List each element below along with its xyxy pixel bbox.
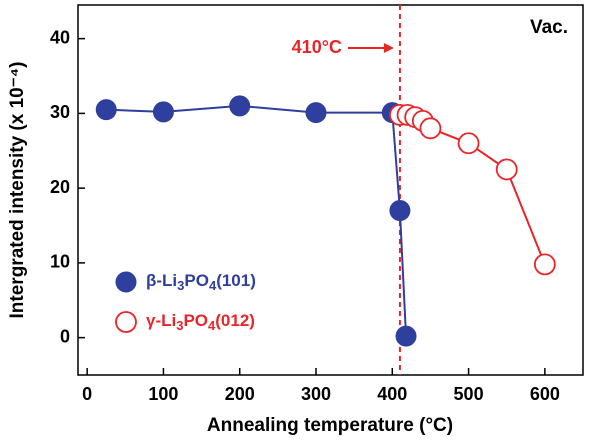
- plot-frame: [77, 4, 584, 376]
- data-point: [95, 99, 117, 121]
- data-point: [305, 102, 327, 124]
- series-line: [106, 104, 408, 337]
- legend-marker: [115, 311, 137, 333]
- x-tick-label: 200: [225, 384, 255, 404]
- x-tick-label: 500: [454, 384, 484, 404]
- x-tick-label: 100: [148, 384, 178, 404]
- y-tick-label: 40: [50, 27, 70, 47]
- x-axis-label: Annealing temperature (°C): [207, 415, 453, 436]
- x-tick-label: 600: [530, 384, 560, 404]
- data-point: [457, 132, 480, 155]
- y-tick-label: 10: [50, 252, 70, 272]
- x-tick-label: 400: [377, 384, 407, 404]
- data-point: [419, 117, 442, 140]
- annotation: Vac.: [530, 17, 568, 38]
- legend-label: γ-Li3PO4(012): [146, 311, 255, 333]
- data-point: [229, 95, 251, 117]
- y-axis-label: Intergrated intensity (x 10⁻⁴): [7, 62, 28, 319]
- legend-marker: [115, 271, 137, 293]
- reference-label: 410°C: [292, 37, 342, 57]
- y-tick-label: 20: [50, 177, 70, 197]
- data-point: [533, 253, 556, 276]
- data-point: [495, 158, 518, 181]
- data-point: [395, 325, 417, 347]
- y-tick-label: 30: [50, 102, 70, 122]
- y-tick-label: 0: [60, 326, 70, 346]
- data-point: [152, 101, 174, 123]
- reference-arrowhead: [383, 43, 394, 53]
- data-point: [389, 200, 411, 222]
- legend-label: β-Li3PO4(101): [146, 271, 256, 293]
- x-tick-label: 300: [301, 384, 331, 404]
- x-tick-label: 0: [82, 384, 92, 404]
